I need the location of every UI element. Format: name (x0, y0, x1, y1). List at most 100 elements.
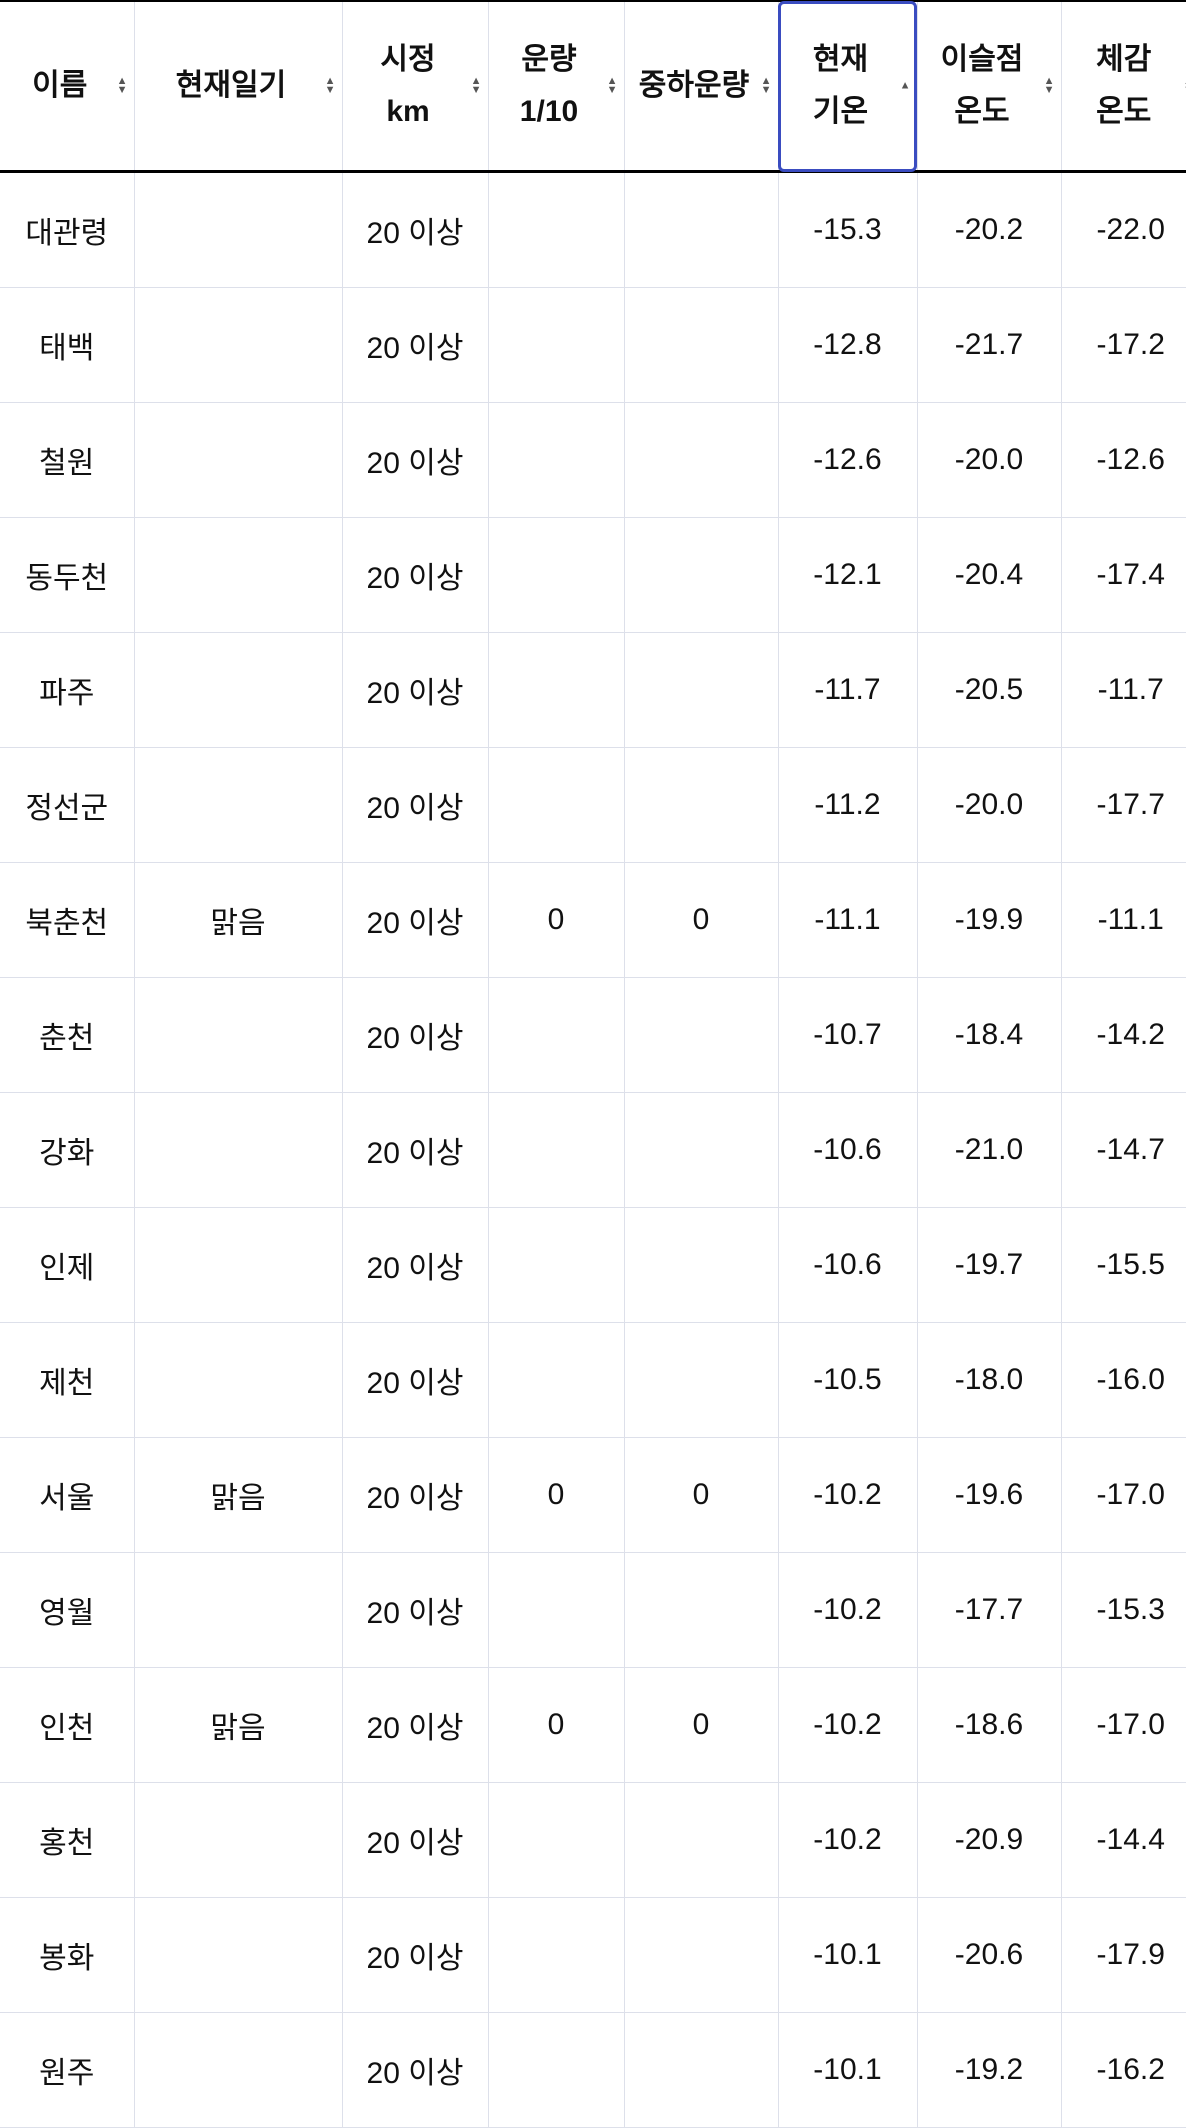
cell-name: 서울 (0, 1437, 134, 1553)
cell-name: 대관령 (0, 171, 134, 288)
column-label: 이슬점 온도 (940, 43, 1024, 128)
cell-name: 원주 (0, 2012, 134, 2128)
cell-weather (133, 1322, 342, 1438)
table-row: 정선군 20 이상 -11.2 -20.0 -17.7 (0, 747, 1186, 863)
cell-temperature: -12.1 (777, 517, 917, 633)
table-row: 대관령 20 이상 -15.3 -20.2 -22.0 (0, 171, 1186, 288)
cell-name: 인천 (0, 1667, 134, 1783)
cell-weather (133, 1207, 342, 1323)
cell-feels-like: -16.2 (1060, 2012, 1186, 2128)
cell-visibility: 20 이상 (341, 1437, 488, 1553)
cell-cloud: 0 (487, 862, 624, 978)
cell-low-cloud (623, 517, 778, 633)
cell-feels-like: -15.3 (1060, 1552, 1186, 1668)
cell-weather (133, 517, 342, 633)
column-header-visibility[interactable]: 시정 km ▲ ▼ (341, 1, 488, 173)
column-label: 이름 (32, 69, 88, 102)
cell-temperature: -11.2 (777, 747, 917, 863)
cell-feels-like: -14.4 (1060, 1782, 1186, 1898)
cell-dew-point: -19.6 (916, 1437, 1061, 1553)
column-label: 운량 1/10 (519, 43, 579, 128)
cell-name: 인제 (0, 1207, 134, 1323)
cell-temperature: -10.2 (777, 1552, 917, 1668)
cell-low-cloud (623, 1897, 778, 2013)
sort-asc-icon[interactable]: ▲ (899, 79, 911, 92)
cell-low-cloud (623, 1782, 778, 1898)
cell-cloud (487, 747, 624, 863)
column-header-low-cloud[interactable]: 중하운량 ▲ ▼ (623, 1, 778, 173)
cell-name: 봉화 (0, 1897, 134, 2013)
sort-icon[interactable]: ▲▼ (470, 75, 482, 96)
cell-dew-point: -20.4 (916, 517, 1061, 633)
cell-weather (133, 632, 342, 748)
cell-temperature: -11.1 (777, 862, 917, 978)
table-row: 제천 20 이상 -10.5 -18.0 -16.0 (0, 1322, 1186, 1438)
cell-visibility: 20 이상 (341, 2012, 488, 2128)
table-row: 동두천 20 이상 -12.1 -20.4 -17.4 (0, 517, 1186, 633)
column-header-cloud[interactable]: 운량 1/10 ▲ ▼ (487, 1, 624, 173)
cell-temperature: -10.2 (777, 1667, 917, 1783)
cell-visibility: 20 이상 (341, 517, 488, 633)
cell-cloud (487, 517, 624, 633)
cell-name: 태백 (0, 287, 134, 403)
cell-visibility: 20 이상 (341, 287, 488, 403)
cell-dew-point: -20.0 (916, 747, 1061, 863)
table-row: 북춘천 맑음 20 이상 0 0 -11.1 -19.9 -11.1 (0, 862, 1186, 978)
sort-icon[interactable]: ▲▼ (760, 75, 772, 96)
table-row: 봉화 20 이상 -10.1 -20.6 -17.9 (0, 1897, 1186, 2013)
sort-icon[interactable]: ▲▼ (116, 75, 128, 96)
cell-weather (133, 171, 342, 288)
cell-temperature: -10.6 (777, 1092, 917, 1208)
sort-icon[interactable]: ▲▼ (324, 75, 336, 96)
cell-weather (133, 1092, 342, 1208)
cell-visibility: 20 이상 (341, 1207, 488, 1323)
cell-name: 강화 (0, 1092, 134, 1208)
cell-dew-point: -19.9 (916, 862, 1061, 978)
cell-visibility: 20 이상 (341, 1322, 488, 1438)
cell-temperature: -11.7 (777, 632, 917, 748)
column-header-dew-point[interactable]: 이슬점 온도 ▲ ▼ (916, 1, 1061, 173)
cell-name: 정선군 (0, 747, 134, 863)
cell-cloud (487, 1092, 624, 1208)
cell-dew-point: -20.2 (916, 171, 1061, 288)
cell-temperature: -10.7 (777, 977, 917, 1093)
cell-feels-like: -17.9 (1060, 1897, 1186, 2013)
cell-cloud (487, 2012, 624, 2128)
sort-icon[interactable]: ▲▼ (1043, 75, 1055, 96)
cell-weather (133, 1782, 342, 1898)
cell-cloud (487, 402, 624, 518)
cell-name: 홍천 (0, 1782, 134, 1898)
sort-icon[interactable]: ▲▼ (1183, 76, 1186, 96)
cell-weather (133, 1897, 342, 2013)
cell-feels-like: -22.0 (1060, 171, 1186, 288)
cell-name: 동두천 (0, 517, 134, 633)
cell-temperature: -15.3 (777, 171, 917, 288)
cell-low-cloud: 0 (623, 1437, 778, 1553)
table-row: 원주 20 이상 -10.1 -19.2 -16.2 (0, 2012, 1186, 2128)
column-header-name[interactable]: 이름 ▲ ▼ (0, 1, 134, 173)
cell-feels-like: -14.2 (1060, 977, 1186, 1093)
cell-cloud (487, 1552, 624, 1668)
cell-weather: 맑음 (133, 1437, 342, 1553)
cell-temperature: -10.2 (777, 1782, 917, 1898)
cell-low-cloud (623, 402, 778, 518)
cell-low-cloud (623, 747, 778, 863)
cell-cloud (487, 632, 624, 748)
cell-low-cloud (623, 287, 778, 403)
column-header-weather[interactable]: 현재일기 ▲ ▼ (133, 1, 342, 173)
table-row: 강화 20 이상 -10.6 -21.0 -14.7 (0, 1092, 1186, 1208)
cell-feels-like: -17.0 (1060, 1667, 1186, 1783)
table-row: 영월 20 이상 -10.2 -17.7 -15.3 (0, 1552, 1186, 1668)
cell-feels-like: -17.2 (1060, 287, 1186, 403)
cell-dew-point: -20.5 (916, 632, 1061, 748)
sort-icon[interactable]: ▲▼ (606, 75, 618, 96)
column-header-temperature[interactable]: 현재 기온 ▲ (777, 1, 917, 173)
cell-dew-point: -19.7 (916, 1207, 1061, 1323)
cell-weather (133, 747, 342, 863)
cell-cloud (487, 1322, 624, 1438)
cell-temperature: -10.5 (777, 1322, 917, 1438)
table-body: 대관령 20 이상 -15.3 -20.2 -22.0 태백 20 이상 -12.8 -21.7… (0, 171, 1186, 2128)
cell-temperature: -10.2 (777, 1437, 917, 1553)
